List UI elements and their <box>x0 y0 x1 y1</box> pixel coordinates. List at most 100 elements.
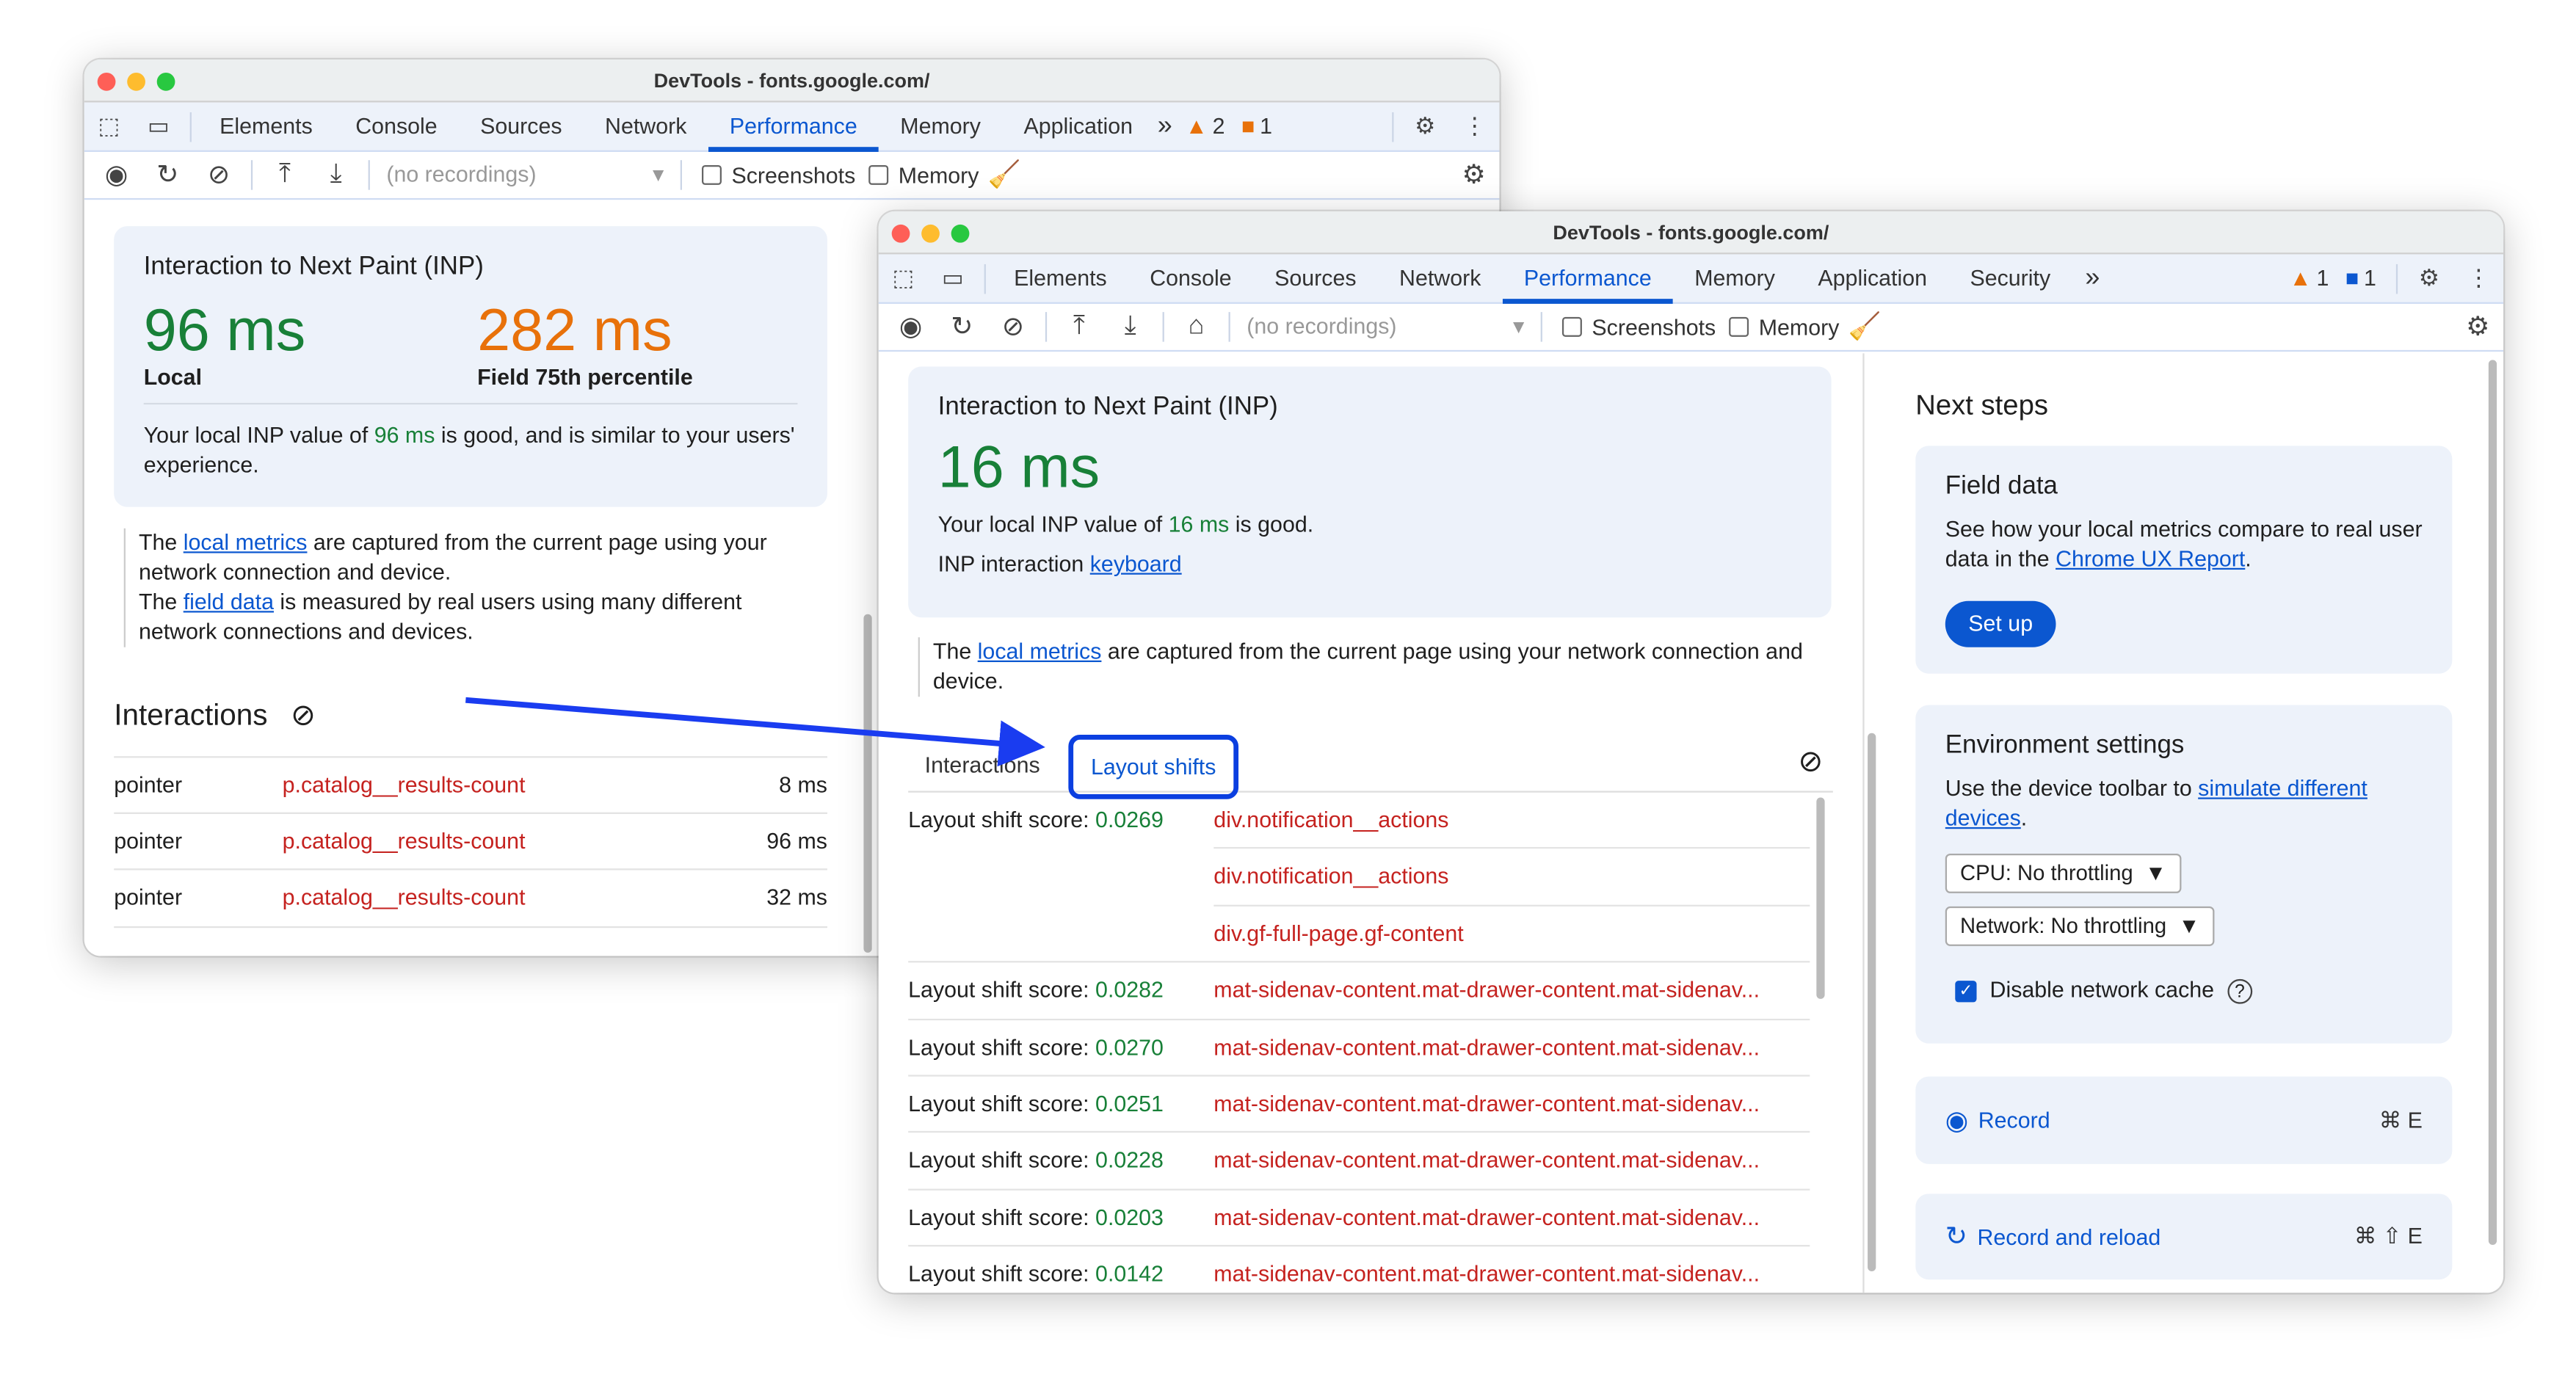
subtab-layout-shifts[interactable]: Layout shifts <box>1068 734 1239 799</box>
settings-gear-icon[interactable]: ⚙ <box>1415 112 1436 139</box>
minimize-button[interactable] <box>127 72 145 91</box>
keyboard-link[interactable]: keyboard <box>1089 551 1182 577</box>
local-metrics-link[interactable]: local metrics <box>183 530 308 555</box>
clear-interactions-icon[interactable]: ⊘ <box>291 698 316 732</box>
record-icon[interactable]: ◉ <box>104 161 128 190</box>
tab-network[interactable]: Network <box>605 113 687 138</box>
issue-count[interactable]: 1 <box>1260 114 1273 139</box>
issue-icon[interactable]: ■ <box>1241 114 1255 139</box>
panel-splitter[interactable] <box>1862 353 1865 1293</box>
set-up-button[interactable]: Set up <box>1945 600 2056 647</box>
interaction-target[interactable]: p.catalog__results-count <box>282 772 526 798</box>
tab-memory[interactable]: Memory <box>1694 265 1775 290</box>
tab-elements[interactable]: Elements <box>1014 265 1107 290</box>
upload-icon[interactable]: ⤒ <box>279 160 291 189</box>
shifted-node[interactable]: div.gf-full-page.gf-content <box>1213 920 1464 946</box>
download-icon[interactable]: ⤓ <box>330 160 342 189</box>
layout-shift-row[interactable]: Layout shift score: 0.0251 mat-sidenav-co… <box>908 1077 1810 1133</box>
tab-application[interactable]: Application <box>1818 265 1927 290</box>
warning-icon[interactable]: ▲ <box>1185 114 1208 139</box>
reload-record-icon[interactable]: ↻ <box>156 161 179 190</box>
device-toolbar-icon[interactable]: ▭ <box>148 112 170 139</box>
shifted-node[interactable]: div.notification__actions <box>1213 849 1810 907</box>
memory-checkbox[interactable] <box>1729 316 1749 337</box>
shifted-node[interactable]: mat-sidenav-content.mat-drawer-content.m… <box>1213 1148 1760 1173</box>
chrome-ux-report-link[interactable]: Chrome UX Report <box>2056 546 2246 572</box>
inspect-element-icon[interactable]: ⬚ <box>98 112 120 139</box>
right-scrollbar[interactable] <box>2488 360 2497 1246</box>
scrollbar[interactable] <box>863 614 872 953</box>
close-button[interactable] <box>97 72 116 91</box>
screenshots-checkbox[interactable] <box>1561 316 1582 337</box>
warning-icon[interactable]: ▲ <box>2289 266 2312 291</box>
maximize-button[interactable] <box>951 224 970 243</box>
warning-count[interactable]: 2 <box>1212 114 1225 139</box>
close-button[interactable] <box>891 224 910 243</box>
help-icon[interactable]: ? <box>2227 978 2252 1003</box>
left-scrollbar[interactable] <box>1868 733 1876 1272</box>
simulate-devices-link[interactable]: simulate different devices <box>1945 776 2368 831</box>
shifted-node[interactable]: div.notification__actions <box>1213 793 1810 850</box>
settings-gear-icon[interactable]: ⚙ <box>2418 264 2439 291</box>
layout-shift-row[interactable]: Layout shift score: 0.0282 mat-sidenav-co… <box>908 963 1810 1020</box>
tab-elements[interactable]: Elements <box>219 113 313 138</box>
capture-settings-icon[interactable]: ⚙ <box>1462 161 1486 190</box>
recordings-select[interactable]: (no recordings) ▾ <box>386 161 664 187</box>
clear-icon[interactable]: ⊘ <box>207 161 231 190</box>
shifted-node[interactable]: mat-sidenav-content.mat-drawer-content.m… <box>1213 1091 1760 1116</box>
tab-sources[interactable]: Sources <box>480 113 562 138</box>
garbage-collect-icon[interactable]: 🧹 <box>987 161 1021 190</box>
screenshots-checkbox[interactable] <box>701 164 722 185</box>
message-count[interactable]: 1 <box>2363 266 2376 291</box>
tab-console[interactable]: Console <box>1150 265 1232 290</box>
more-options-icon[interactable]: ⋮ <box>1462 112 1487 139</box>
maximize-button[interactable] <box>156 72 175 91</box>
tab-memory[interactable]: Memory <box>900 113 981 138</box>
tab-performance[interactable]: Performance <box>708 101 879 151</box>
shifted-node[interactable]: mat-sidenav-content.mat-drawer-content.m… <box>1213 1034 1760 1060</box>
upload-icon[interactable]: ⤒ <box>1073 312 1085 341</box>
field-data-link[interactable]: field data <box>183 589 274 614</box>
warning-count[interactable]: 1 <box>2316 266 2329 291</box>
record-icon[interactable]: ◉ <box>899 313 923 342</box>
layout-shift-row[interactable]: Layout shift score: 0.0228 mat-sidenav-co… <box>908 1133 1810 1191</box>
tab-sources[interactable]: Sources <box>1274 265 1357 290</box>
tab-network[interactable]: Network <box>1399 265 1481 290</box>
network-throttling-select[interactable]: Network: No throttling ▼ <box>1945 906 2215 946</box>
shifted-node[interactable]: mat-sidenav-content.mat-drawer-content.m… <box>1213 978 1760 1003</box>
interaction-target[interactable]: p.catalog__results-count <box>282 828 526 853</box>
tab-console[interactable]: Console <box>355 113 438 138</box>
garbage-collect-icon[interactable]: 🧹 <box>1848 313 1882 342</box>
capture-settings-icon[interactable]: ⚙ <box>2466 313 2490 342</box>
list-scrollbar[interactable] <box>1816 797 1825 999</box>
interaction-row[interactable]: pointer p.catalog__results-count 32 ms <box>114 870 827 928</box>
interaction-row[interactable]: pointer p.catalog__results-count 8 ms <box>114 756 827 813</box>
shifted-node[interactable]: mat-sidenav-content.mat-drawer-content.m… <box>1213 1205 1760 1230</box>
message-icon[interactable]: ■ <box>2345 266 2359 291</box>
layout-shift-row[interactable]: Layout shift score: 0.0203 mat-sidenav-co… <box>908 1190 1810 1247</box>
inspect-element-icon[interactable]: ⬚ <box>892 264 915 291</box>
record-and-reload-button[interactable]: ↻ Record and reload ⌘ ⇧ E <box>1915 1193 2453 1280</box>
tab-security[interactable]: Security <box>1970 265 2051 290</box>
more-tabs-button[interactable]: » <box>1157 111 1172 140</box>
clear-layout-shifts-icon[interactable]: ⊘ <box>1798 744 1824 778</box>
disable-cache-checkbox[interactable]: ✓ <box>1955 980 1977 1002</box>
interaction-target[interactable]: p.catalog__results-count <box>282 884 526 910</box>
record-button[interactable]: ◉ Record ⌘ E <box>1915 1076 2453 1164</box>
cpu-throttling-select[interactable]: CPU: No throttling ▼ <box>1945 853 2182 893</box>
device-toolbar-icon[interactable]: ▭ <box>942 264 964 291</box>
recordings-select[interactable]: (no recordings) ▾ <box>1247 313 1525 339</box>
interaction-row[interactable]: pointer p.catalog__results-count 96 ms <box>114 813 827 871</box>
minimize-button[interactable] <box>921 224 940 243</box>
layout-shift-row[interactable]: Layout shift score: 0.0270 mat-sidenav-co… <box>908 1020 1810 1077</box>
download-icon[interactable]: ⤓ <box>1124 312 1136 341</box>
shifted-node[interactable]: mat-sidenav-content.mat-drawer-content.m… <box>1213 1261 1760 1287</box>
layout-shift-row[interactable]: Layout shift score: 0.0142 mat-sidenav-co… <box>908 1247 1810 1293</box>
reload-record-icon[interactable]: ↻ <box>951 313 973 342</box>
more-tabs-button[interactable]: » <box>2085 263 2100 292</box>
clear-icon[interactable]: ⊘ <box>1001 313 1025 342</box>
home-icon[interactable]: ⌂ <box>1188 312 1205 341</box>
tab-performance[interactable]: Performance <box>1502 253 1674 303</box>
layout-shift-row[interactable]: Layout shift score: 0.0269 div.notificati… <box>908 793 1810 963</box>
local-metrics-link[interactable]: local metrics <box>977 639 1102 664</box>
